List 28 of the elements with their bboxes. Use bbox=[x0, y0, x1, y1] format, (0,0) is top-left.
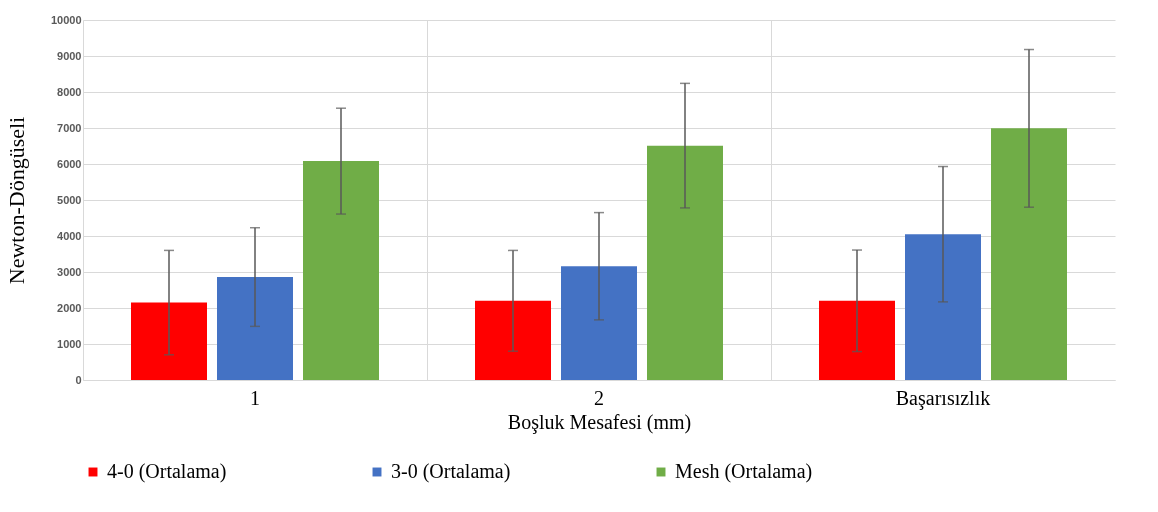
y-tick-label: 0 bbox=[75, 373, 82, 386]
y-tick-label: 6000 bbox=[57, 157, 82, 170]
bar bbox=[475, 300, 551, 380]
bar bbox=[991, 128, 1067, 380]
bar bbox=[647, 145, 723, 380]
x-tick-label: Başarısızlık bbox=[895, 386, 991, 410]
y-tick-label: 3000 bbox=[57, 265, 82, 278]
bar bbox=[217, 277, 293, 380]
bar bbox=[561, 266, 637, 380]
y-tick-label: 8000 bbox=[57, 85, 82, 98]
bar bbox=[819, 300, 895, 380]
y-axis-title: Newton-Döngüseli bbox=[3, 116, 29, 285]
y-tick-label: 4000 bbox=[57, 229, 82, 242]
x-tick-label: 1 bbox=[250, 386, 260, 409]
x-axis-title: Boşluk Mesafesi (mm) bbox=[507, 410, 692, 434]
y-tick-label: 7000 bbox=[57, 121, 82, 134]
y-tick-label: 5000 bbox=[57, 193, 82, 206]
bar bbox=[905, 234, 981, 380]
bar bbox=[131, 302, 207, 380]
y-tick-label: 1000 bbox=[57, 337, 82, 350]
y-tick-label: 9000 bbox=[57, 49, 82, 62]
y-tick-label: 10000 bbox=[50, 13, 82, 26]
bar bbox=[303, 161, 379, 380]
x-tick-label: 2 bbox=[594, 386, 604, 409]
legend-label: 3-0 (Ortalama) bbox=[391, 460, 511, 483]
legend-label: 4-0 (Ortalama) bbox=[107, 460, 227, 483]
legend-label: Mesh (Ortalama) bbox=[675, 460, 813, 483]
y-tick-label: 2000 bbox=[57, 301, 82, 314]
